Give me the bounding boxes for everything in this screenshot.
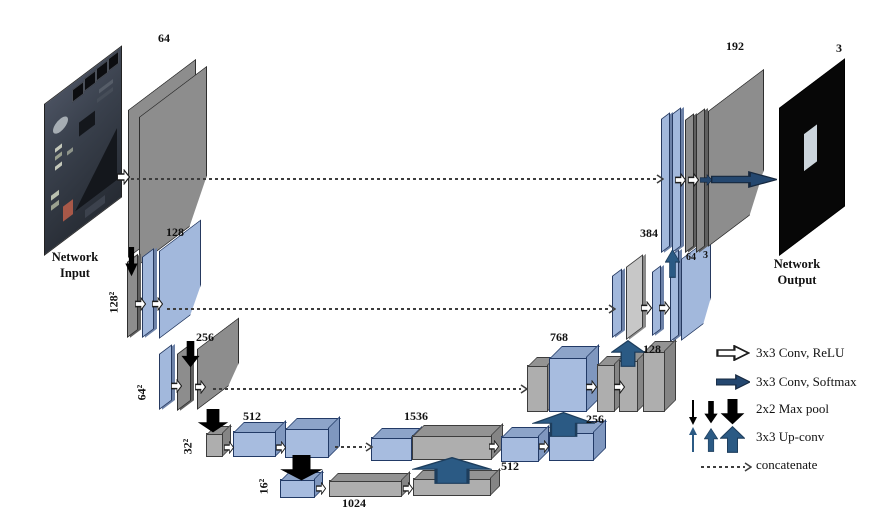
legend-max-pool-arrow-thin: [689, 400, 697, 425]
skip-connection-l2: [167, 308, 609, 310]
conv-relu-arrow: [276, 441, 286, 454]
dec-l2-concat-label: 384: [640, 226, 658, 240]
enc-l4-channels-label: 512: [243, 409, 261, 423]
max-pool-arrow-l4: [280, 455, 323, 481]
conv-relu-arrow: [316, 482, 326, 495]
skip-connection-l4: [335, 446, 366, 448]
bottleneck-box-2: [329, 480, 402, 497]
conv-softmax-arrow: [700, 174, 712, 186]
conv-relu-arrow: [675, 173, 686, 187]
conv-softmax-arrow: [711, 171, 777, 188]
detected-region: [804, 124, 817, 172]
dec-l3-concat-gray-box: [527, 365, 548, 412]
legend-up-conv-arrow-large: [720, 426, 745, 453]
dec-l4-concat-label: 1536: [404, 409, 428, 423]
legend-up-conv-arrow-medium: [704, 428, 718, 452]
enc-l1-channels-label: 64: [158, 31, 170, 45]
up-conv-arrow-l3: [611, 340, 645, 367]
max-pool-arrow-l2: [181, 341, 200, 368]
dec-l3-concat-blue-box: [549, 357, 587, 412]
legend-max-pool-arrow-large: [720, 399, 745, 425]
dec-l3-box-3: [643, 351, 665, 412]
skip-connection-l4-head: [365, 442, 373, 452]
legend-up-conv-label: 3x3 Up-conv: [756, 429, 825, 444]
conv-relu-arrow: [117, 169, 130, 185]
conv-relu-arrow: [641, 301, 652, 315]
conv-relu-arrow: [586, 380, 597, 394]
network-output-image: [779, 58, 845, 256]
enc-l4-box-2: [233, 431, 276, 457]
enc-l3-sheet-1: [159, 344, 172, 410]
bottleneck-box-1: [280, 479, 315, 498]
legend-conv-softmax-arrow: [716, 374, 750, 390]
dec-l3-up-label: 128: [643, 342, 661, 356]
max-pool-arrow-l1: [125, 247, 138, 277]
legend-concatenate-arrow: [701, 466, 745, 468]
skip-connection-l1: [131, 178, 657, 180]
legend-conv-softmax-label: 3x3 Conv, Softmax: [756, 374, 857, 389]
max-pool-arrow-l3: [197, 409, 229, 433]
output-channels-label: 3: [836, 41, 842, 55]
skip-connection-l3-head: [520, 384, 528, 394]
dec-l4-box-1: [501, 436, 539, 462]
enc-l2-sheet-2: [142, 247, 154, 338]
enc-l2-resolution-label: 128²: [106, 291, 121, 314]
up-conv-arrow-l5: [412, 457, 492, 484]
dec-l4-concat-gray-box: [412, 435, 492, 460]
legend-conv-relu-arrow: [716, 345, 750, 361]
conv-relu-arrow: [152, 297, 163, 311]
enc-l3-channels-label: 256: [196, 330, 214, 344]
legend-conv-relu-label: 3x3 Conv, ReLU: [756, 345, 845, 360]
enc-l4-resolution-label: 32²: [180, 438, 195, 455]
dec-l2-out-label: 64: [686, 252, 696, 263]
conv-relu-arrow: [539, 440, 549, 453]
conv-relu-arrow: [489, 440, 499, 453]
dec-l3-box-1: [597, 364, 615, 412]
conv-relu-arrow: [403, 482, 413, 495]
dec-l1-concat-label: 192: [726, 39, 744, 53]
enc-l3-resolution-label: 64²: [134, 384, 149, 401]
network-output-caption: Network Output: [773, 257, 821, 287]
enc-l2-channels-label: 128: [166, 225, 184, 239]
legend-max-pool-arrow-medium: [704, 401, 718, 424]
bottleneck-resolution-label: 16²: [256, 478, 271, 495]
conv-relu-arrow: [195, 380, 206, 394]
legend-concatenate-label: concatenate: [756, 457, 818, 472]
conv-relu-arrow: [688, 173, 699, 187]
bottleneck-channels-label: 1024: [342, 496, 366, 510]
skip-connection-l3: [213, 388, 521, 390]
enc-l4-box-1: [206, 433, 223, 457]
dec-l3-concat-label: 768: [550, 330, 568, 344]
conv-relu-arrow: [614, 380, 625, 394]
up-conv-arrow-l2: [665, 249, 680, 278]
enc-l4-box-3: [285, 428, 329, 458]
conv-relu-arrow: [659, 301, 670, 315]
network-input-image: [44, 45, 122, 257]
dec-l1-sheet-5: [708, 69, 764, 247]
network-input-caption: Network Input: [51, 250, 99, 280]
conv-relu-arrow: [224, 441, 234, 454]
dec-l3-out-label: 256: [586, 412, 604, 426]
skip-connection-l1-head: [656, 174, 664, 184]
dec-l2-final-label: 3: [703, 250, 708, 261]
dec-l4-out-label: 512: [501, 459, 519, 473]
dec-l4-concat-blue-box: [371, 437, 412, 461]
skip-connection-l2-head: [608, 304, 616, 314]
conv-relu-arrow: [171, 379, 182, 393]
legend-max-pool-label: 2x2 Max pool: [756, 401, 829, 416]
up-conv-arrow-l4: [532, 412, 595, 437]
dec-l2-sheet-2: [626, 254, 643, 340]
legend-concatenate-arrow-head: [744, 462, 752, 472]
legend-up-conv-arrow-thin: [689, 427, 697, 452]
conv-relu-arrow: [135, 297, 146, 311]
